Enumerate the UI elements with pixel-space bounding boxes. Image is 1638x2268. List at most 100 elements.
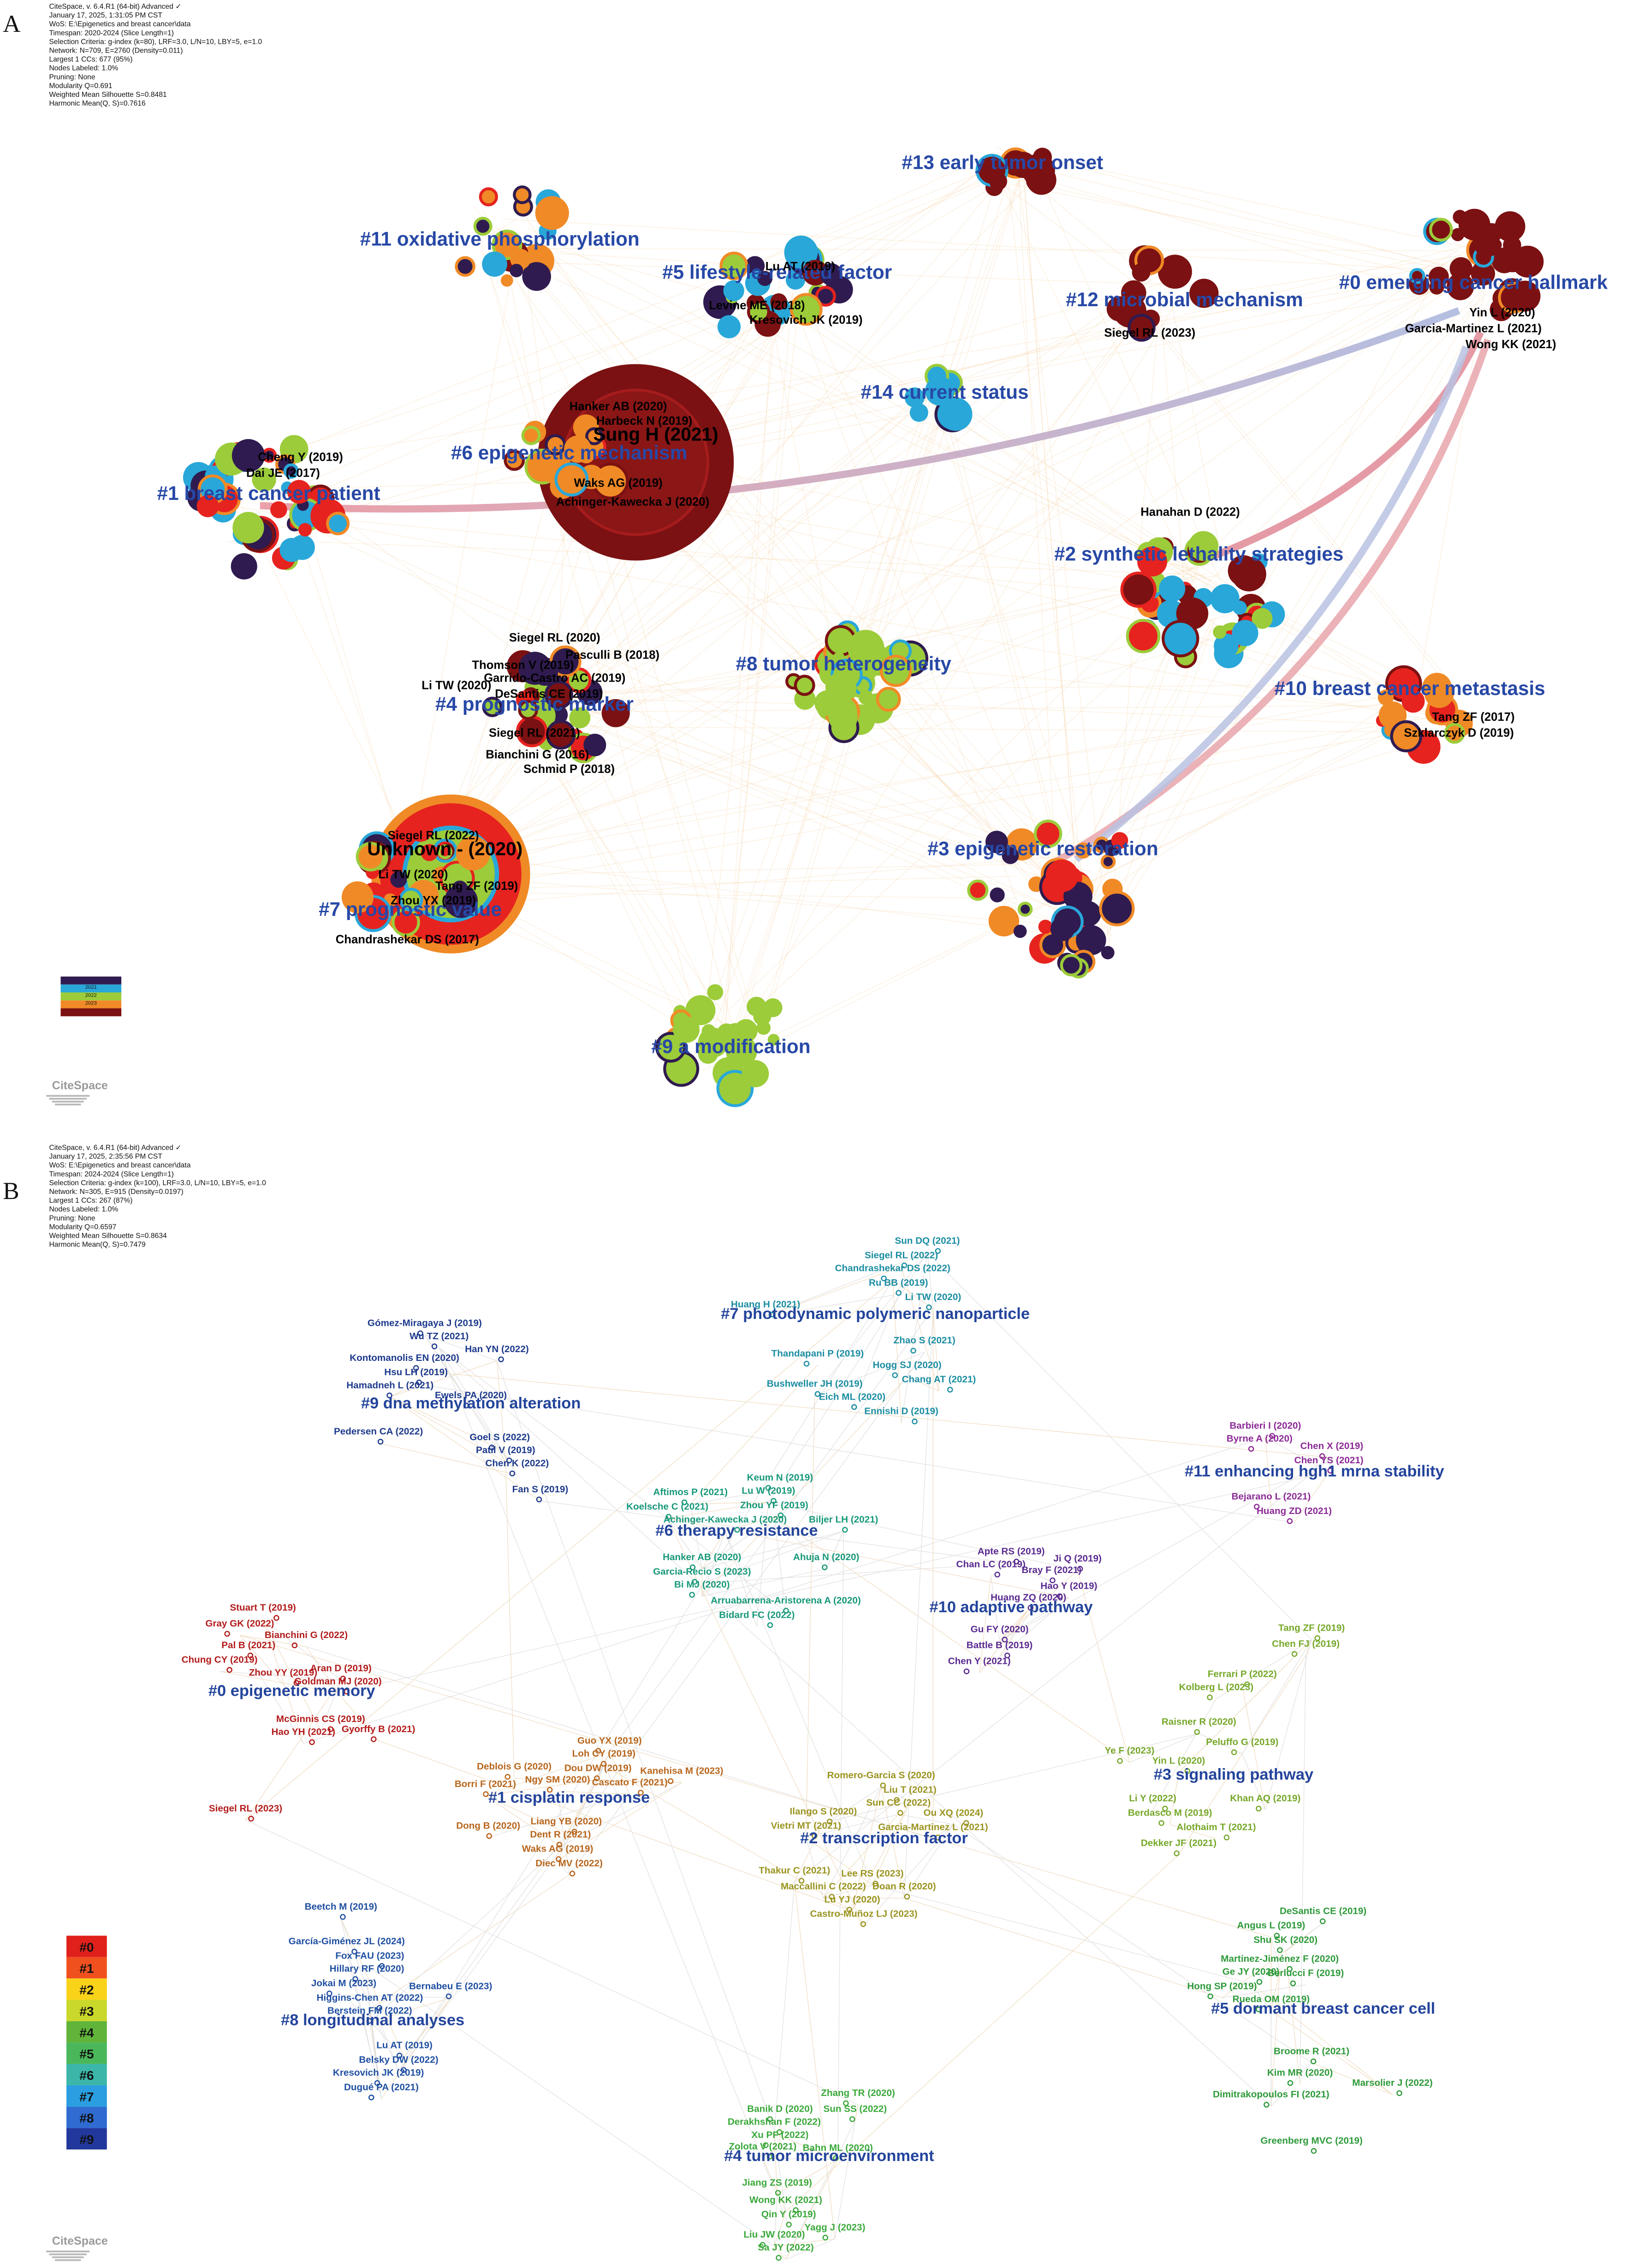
edge: [724, 1531, 757, 1627]
edge: [263, 505, 1096, 896]
node: [569, 707, 591, 729]
node-label: Li TW (2020): [421, 679, 491, 692]
node: [872, 1881, 878, 1887]
node: [248, 1816, 254, 1822]
node: [600, 1761, 607, 1767]
edge: [852, 305, 1152, 668]
edge: [1152, 1698, 1217, 1811]
node-label: Pasculli B (2018): [565, 648, 659, 661]
header-line: Network: N=305, E=915 (Density=0.0197): [49, 1188, 183, 1196]
edge: [771, 291, 1192, 583]
node: [763, 2142, 769, 2148]
node: [879, 654, 912, 687]
node: [1287, 1966, 1293, 1972]
node: [1027, 1605, 1034, 1611]
node: [1106, 296, 1132, 321]
node: [793, 2207, 799, 2213]
edge: [416, 255, 1494, 869]
node: [767, 2116, 773, 2122]
edge: [1159, 297, 1186, 589]
node: [822, 1564, 828, 1570]
edge: [690, 1503, 702, 1569]
node: [1189, 279, 1219, 308]
node-label: Keum N (2019): [747, 1472, 813, 1483]
node: [1060, 954, 1083, 977]
edge: [785, 2159, 838, 2260]
node: [909, 403, 928, 422]
node: [685, 995, 716, 1026]
cluster-label: #2 transcription factor: [800, 1829, 968, 1847]
node: [851, 1404, 857, 1410]
node: [967, 879, 989, 901]
node: [1158, 1820, 1164, 1826]
cluster-label: #1 cisplatin response: [488, 1789, 650, 1806]
node: [456, 836, 491, 871]
node-label: Gómez-Miragaya J (2019): [368, 1318, 482, 1329]
node: [745, 256, 765, 276]
edge: [907, 1376, 939, 1392]
node-label: DeSantis CE (2019): [1280, 1906, 1366, 1916]
node: [377, 1438, 384, 1445]
node: [1054, 918, 1068, 932]
edge: [381, 1997, 451, 2099]
logo: CiteSpace: [52, 2235, 108, 2248]
node: [1126, 619, 1161, 653]
node-label: Li TW (2020): [905, 1292, 961, 1302]
node-label: Harbeck N (2019): [596, 415, 692, 427]
node-label: Lee RS (2023): [841, 1868, 903, 1879]
edge: [852, 1911, 864, 1926]
node: [1100, 854, 1116, 869]
node: [767, 1033, 780, 1046]
node: [368, 2094, 374, 2101]
edge: [702, 1531, 844, 1584]
edge: [806, 1814, 899, 1838]
node-label: Kanehisa M (2023): [640, 1766, 723, 1776]
edge: [580, 704, 1432, 712]
edge: [560, 1782, 682, 1846]
edge: [564, 676, 1084, 923]
node-label: Angus L (2019): [1237, 1920, 1306, 1931]
edge: [470, 1407, 506, 1462]
edge: [415, 306, 798, 873]
node: [1444, 723, 1465, 744]
edge: [378, 1740, 853, 1912]
edge: [609, 1752, 630, 1794]
node: [1076, 925, 1106, 956]
node-label: Szklarczyk D (2019): [1404, 727, 1513, 740]
edge: [525, 731, 723, 1012]
node-label: Siegel RL (2022): [865, 1250, 938, 1260]
node: [1248, 1446, 1254, 1452]
node-label: Garcia-Martinez L (2021): [1405, 322, 1542, 335]
edge: [565, 573, 1206, 722]
edge: [701, 1516, 775, 1569]
edge: [1270, 1937, 1280, 1971]
edge: [992, 166, 1199, 591]
node: [876, 687, 901, 712]
edge: [999, 1609, 1029, 1657]
node: [554, 462, 589, 497]
node-label: Romero-Garcia S (2020): [827, 1770, 935, 1781]
node-label: Maccallini C (2022): [781, 1881, 866, 1892]
edge: [1100, 281, 1502, 946]
node: [831, 714, 848, 731]
edge: [814, 1352, 925, 1396]
node-label: Ahuja N (2020): [793, 1552, 859, 1562]
edge: [439, 1348, 517, 1475]
edge: [774, 2246, 786, 2260]
node-label: Kontomanolis EN (2020): [350, 1353, 459, 1363]
node: [309, 1739, 315, 1745]
node: [1501, 248, 1525, 273]
edge: [994, 178, 1136, 284]
edge: [609, 1308, 933, 1752]
edge: [433, 854, 1086, 908]
edge: [598, 1779, 682, 1783]
node: [1045, 859, 1079, 892]
node-label: Pedersen CA (2022): [334, 1426, 423, 1437]
node-label: Yin L (2020): [1469, 306, 1535, 319]
edge: [774, 2133, 777, 2195]
node: [1509, 280, 1541, 312]
edge: [1141, 313, 1453, 691]
node: [1128, 314, 1156, 342]
edge: [785, 2238, 835, 2260]
edge: [386, 612, 1236, 872]
